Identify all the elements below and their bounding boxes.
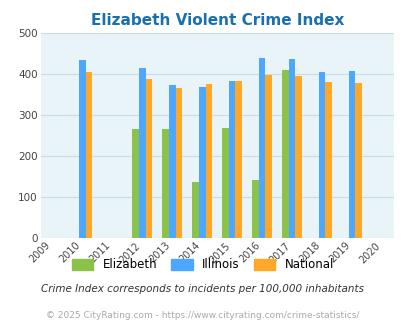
Text: © 2025 CityRating.com - https://www.cityrating.com/crime-statistics/: © 2025 CityRating.com - https://www.city… <box>46 312 359 320</box>
Bar <box>252 180 258 238</box>
Bar <box>205 84 211 238</box>
Bar <box>168 85 175 238</box>
Bar <box>258 58 265 238</box>
Bar <box>265 75 271 238</box>
Legend: Elizabeth, Illinois, National: Elizabeth, Illinois, National <box>72 258 333 271</box>
Bar <box>222 128 228 238</box>
Bar <box>145 79 152 238</box>
Bar <box>198 87 205 238</box>
Bar <box>294 76 301 238</box>
Bar <box>288 59 294 238</box>
Text: Crime Index corresponds to incidents per 100,000 inhabitants: Crime Index corresponds to incidents per… <box>41 284 364 294</box>
Bar <box>235 81 241 238</box>
Bar <box>354 82 361 238</box>
Bar <box>175 88 182 238</box>
Title: Elizabeth Violent Crime Index: Elizabeth Violent Crime Index <box>90 13 343 28</box>
Bar <box>318 72 324 238</box>
Bar <box>139 68 145 238</box>
Bar <box>85 72 92 238</box>
Bar <box>79 60 85 238</box>
Bar <box>132 129 139 238</box>
Bar <box>348 71 354 238</box>
Bar <box>281 70 288 238</box>
Bar <box>192 182 198 238</box>
Bar <box>162 129 168 238</box>
Bar <box>228 81 235 238</box>
Bar <box>324 82 331 238</box>
